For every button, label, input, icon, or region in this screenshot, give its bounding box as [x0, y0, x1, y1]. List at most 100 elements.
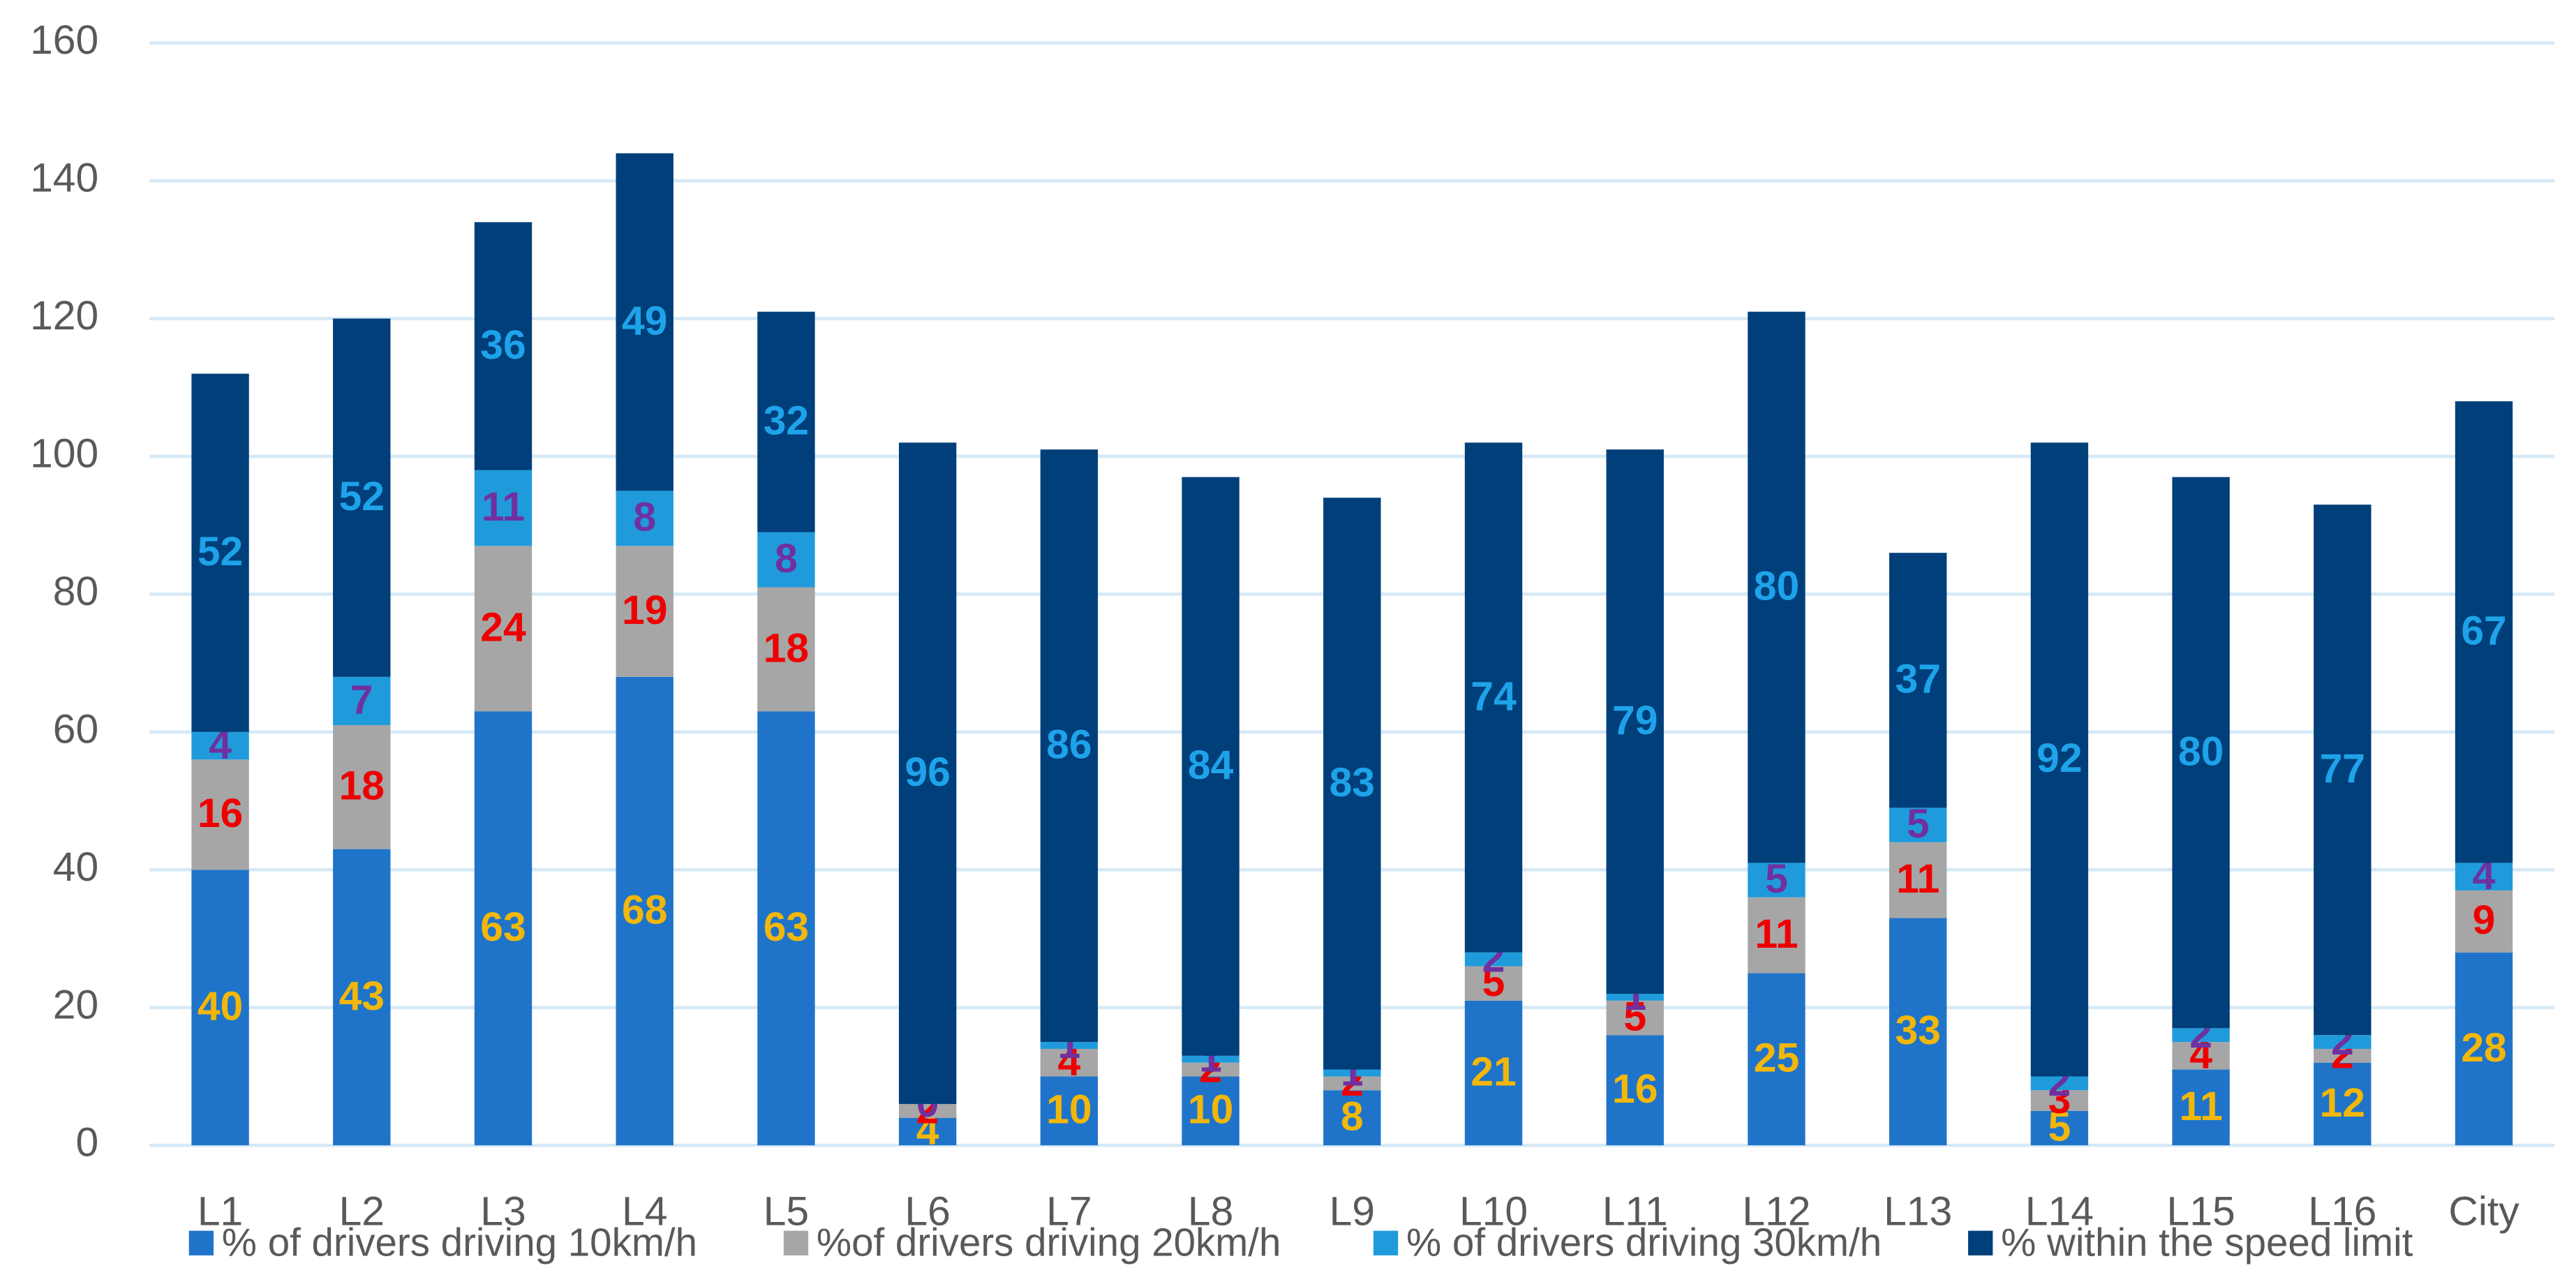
data-label: 63 — [764, 904, 809, 950]
bar-segment — [1889, 807, 1947, 842]
data-label: 18 — [764, 625, 809, 671]
x-tick-label: L10 — [1459, 1189, 1528, 1235]
x-tick-label: L8 — [1188, 1189, 1233, 1235]
y-tick-label: 120 — [30, 293, 98, 338]
legend-swatch — [783, 1230, 809, 1255]
bar-segment — [1182, 477, 1239, 1056]
data-label: 11 — [2180, 1084, 2223, 1129]
data-label: 33 — [1895, 1008, 1940, 1053]
x-tick-label: L5 — [764, 1189, 809, 1235]
x-tick-label: L7 — [1046, 1189, 1092, 1235]
data-label: 49 — [622, 298, 667, 343]
data-label: 32 — [764, 398, 809, 444]
x-tick-label: L15 — [2167, 1189, 2235, 1235]
bar-segment — [1464, 952, 1523, 967]
x-tick-label: City — [2448, 1189, 2519, 1235]
bar-segment — [2172, 1042, 2230, 1070]
bar-segment — [2030, 442, 2089, 1077]
bar-segment — [1889, 918, 1947, 1146]
legend-label: % of drivers driving 10km/h — [222, 1221, 697, 1265]
bar-segment — [474, 711, 533, 1146]
data-label: 5 — [2048, 1104, 2071, 1149]
data-label: 68 — [622, 887, 667, 932]
bar-segment — [898, 442, 957, 1104]
y-tick-label: 80 — [53, 569, 98, 614]
x-tick-label: L3 — [480, 1189, 526, 1235]
data-label: 12 — [2320, 1080, 2365, 1126]
legend-label: %of drivers driving 20km/h — [817, 1221, 1281, 1265]
data-label: 8 — [775, 536, 798, 581]
bar-segment — [333, 849, 391, 1146]
bar-segment — [2314, 1062, 2372, 1146]
data-label: 19 — [622, 588, 667, 633]
bar-segment — [1889, 553, 1947, 808]
data-label: 5 — [1623, 994, 1646, 1039]
bar-segment — [1889, 842, 1947, 918]
bar-segment — [1040, 449, 1099, 1043]
bar-segment — [191, 373, 249, 732]
bar-segment — [474, 222, 533, 470]
data-label: 10 — [1188, 1087, 1233, 1133]
data-label: 5 — [1907, 801, 1930, 847]
bar-segment — [1323, 1069, 1381, 1077]
bar-segment — [2455, 890, 2513, 953]
y-tick-label: 160 — [30, 17, 98, 63]
y-tick-label: 40 — [53, 844, 98, 890]
bar-segment — [1464, 1000, 1523, 1146]
data-label: 8 — [1341, 1094, 1364, 1140]
bar-segment — [1606, 1000, 1664, 1036]
data-label: 11 — [1896, 856, 1940, 902]
data-label: 28 — [2461, 1025, 2506, 1071]
data-label: 84 — [1188, 743, 1234, 788]
y-tick-label: 140 — [30, 156, 98, 201]
bar-segment — [757, 711, 815, 1146]
data-label: 21 — [1471, 1049, 1516, 1094]
x-tick-label: L16 — [2308, 1189, 2376, 1235]
data-label: 9 — [2473, 897, 2496, 943]
legend-swatch — [1968, 1230, 1993, 1255]
bar-segment — [2455, 952, 2513, 1146]
bar-segment — [1323, 1076, 1381, 1091]
bar-segment — [191, 870, 249, 1146]
data-label: 80 — [1754, 563, 1799, 609]
bar-segment — [1606, 449, 1664, 994]
bar-segment — [1606, 993, 1664, 1001]
data-label: 5 — [1482, 960, 1505, 1005]
bar-segment — [1748, 863, 1806, 897]
data-label: 8 — [633, 495, 656, 540]
bar-segment — [2455, 863, 2513, 890]
bar-segment — [1182, 1062, 1239, 1077]
bar-segment — [333, 724, 391, 849]
data-label: 36 — [480, 322, 526, 368]
data-label: 43 — [339, 974, 385, 1019]
bar-segment — [1323, 498, 1381, 1070]
y-tick-label: 60 — [53, 706, 98, 752]
bar-segment — [757, 587, 815, 712]
bar-segment — [1606, 1035, 1664, 1146]
bar-segment — [333, 676, 391, 725]
legend-swatch — [188, 1230, 214, 1255]
data-label: 16 — [1612, 1066, 1658, 1112]
data-label: 25 — [1754, 1036, 1799, 1081]
bar-segment — [474, 470, 533, 546]
bar-segment — [2172, 1069, 2230, 1146]
data-label: 24 — [480, 605, 526, 650]
bar-segment — [1182, 1076, 1239, 1146]
data-label: 7 — [350, 677, 373, 722]
data-label: 92 — [2037, 736, 2082, 781]
bar-segment — [191, 759, 249, 870]
x-tick-label: L9 — [1330, 1189, 1375, 1235]
bar-segment — [2455, 401, 2513, 863]
bar-segment — [898, 1103, 957, 1118]
data-label: 77 — [2320, 746, 2365, 791]
bar-segment — [2314, 505, 2372, 1036]
bar-segment — [2030, 1090, 2089, 1111]
x-tick-label: L6 — [904, 1189, 950, 1235]
data-label: 11 — [482, 484, 525, 530]
x-tick-label: L4 — [622, 1189, 667, 1235]
data-label: 16 — [198, 791, 243, 836]
bar-segment — [757, 311, 815, 532]
bar-segment — [2172, 477, 2230, 1029]
data-label: 52 — [339, 474, 385, 519]
